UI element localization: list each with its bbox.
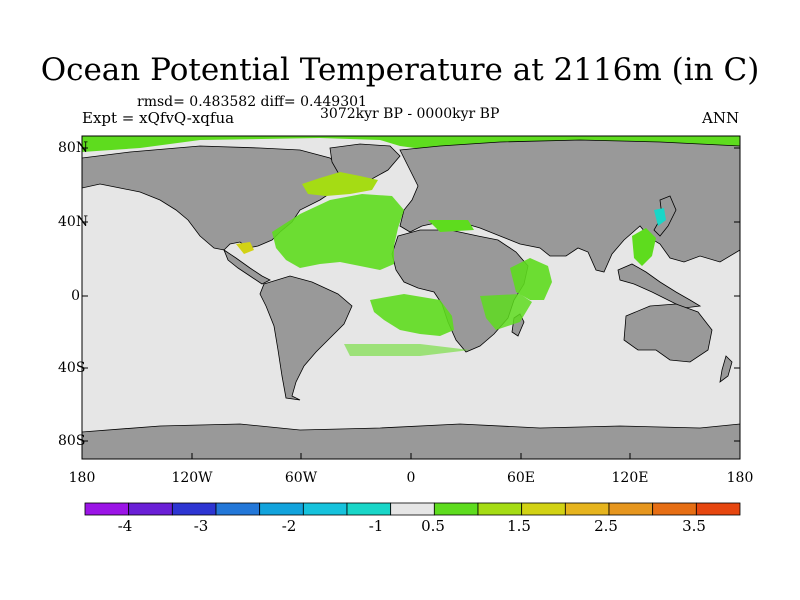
- south-america: [259, 275, 353, 401]
- colorbar-swatch: [302, 502, 348, 516]
- stats-text: rmsd= 0.483582 diff= 0.449301: [137, 94, 367, 110]
- experiment-label: Expt = xQfvQ-xqfua: [82, 109, 235, 127]
- sea-of-japan-cold-patch: [654, 208, 666, 226]
- colorbar-label: 3.5: [682, 517, 706, 535]
- colorbar-label: -1: [368, 517, 384, 535]
- colorbar-swatch: [477, 502, 523, 516]
- colorbar-label: 0.5: [421, 517, 445, 535]
- colorbar-swatch: [652, 502, 697, 516]
- colorbar-swatch: [695, 502, 741, 516]
- lat-label-40s: 40S: [58, 360, 86, 376]
- north-atlantic-anomaly: [272, 194, 404, 270]
- colorbar-swatch: [564, 502, 610, 516]
- colorbar-swatch: [84, 502, 130, 516]
- colorbar-label: -2: [281, 517, 297, 535]
- lon-label-0: 0: [406, 470, 416, 486]
- mediterranean-anomaly: [428, 220, 474, 232]
- central-america: [223, 248, 271, 285]
- west-pacific-anomaly: [632, 228, 656, 266]
- lon-label-60e: 60E: [506, 470, 536, 486]
- lon-label-180w: 180: [68, 470, 96, 486]
- colorbar-swatch: [128, 502, 173, 516]
- colorbar-label: 2.5: [594, 517, 618, 535]
- colorbar-swatch: [259, 502, 304, 516]
- colorbar-swatch: [171, 502, 217, 516]
- lon-label-60w: 60W: [284, 470, 318, 486]
- north-atlantic-warm-patch: [302, 172, 378, 196]
- lat-label-80n: 80N: [58, 140, 89, 156]
- colorbar-label: -4: [117, 517, 133, 535]
- north-america: [82, 145, 346, 251]
- lon-label-180e: 180: [726, 470, 754, 486]
- lon-label-120e: 120E: [611, 470, 649, 486]
- lat-label-80s: 80S: [58, 433, 86, 449]
- lon-label-120w: 120W: [171, 470, 213, 486]
- antarctica: [82, 423, 740, 459]
- gulf-of-mexico-warm-patch: [236, 242, 254, 254]
- colorbar-swatch: [433, 502, 479, 516]
- lat-label-40n: 40N: [58, 214, 89, 230]
- axis-ticks: [81, 147, 741, 459]
- indian-ocean-anomaly: [480, 294, 532, 330]
- colorbar: [84, 502, 741, 516]
- arabian-sea-anomaly: [510, 258, 552, 300]
- lat-label-0: 0: [71, 288, 80, 304]
- period-label: 3072kyr BP - 0000kyr BP: [320, 106, 500, 122]
- southern-ocean-streaks: [344, 344, 470, 356]
- colorbar-swatch: [390, 502, 435, 516]
- colorbar-label: -3: [193, 517, 209, 535]
- new-zealand: [719, 355, 733, 383]
- australia: [623, 303, 713, 363]
- colorbar-swatch: [215, 502, 261, 516]
- south-atlantic-anomaly: [370, 294, 454, 336]
- colorbar-swatch: [346, 502, 392, 516]
- chart-title: Ocean Potential Temperature at 2116m (in…: [40, 52, 760, 88]
- indonesia: [617, 263, 702, 309]
- season-label: ANN: [702, 109, 740, 127]
- colorbar-label: 1.5: [507, 517, 531, 535]
- colorbar-swatch: [608, 502, 654, 516]
- colorbar-swatch: [521, 502, 566, 516]
